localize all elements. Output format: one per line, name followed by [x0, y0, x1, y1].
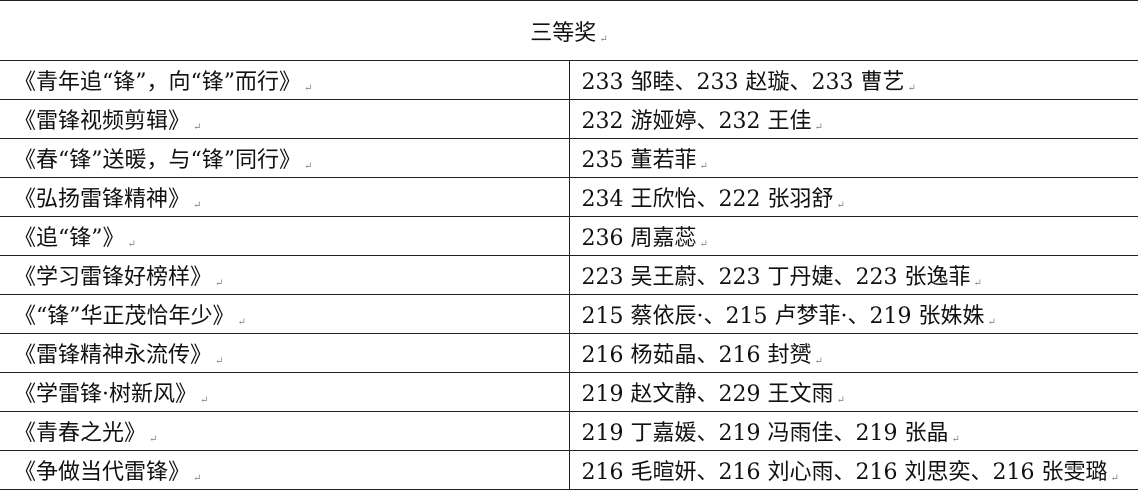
- winners-cell: 219 赵文静、229 王文雨: [568, 372, 1138, 412]
- work-title: 《争做当代雷锋》: [14, 460, 201, 485]
- work-title: 《学雷锋·树新风》: [14, 382, 208, 407]
- work-title-cell: 《争做当代雷锋》: [0, 450, 570, 490]
- winners-cell: 219 丁嘉媛、219 冯雨佳、219 张晶: [568, 411, 1138, 451]
- table-row: 《雷锋视频剪辑》 232 游娅婷、232 王佳: [0, 99, 1138, 139]
- table-row: 《学雷锋·树新风》 219 赵文静、229 王文雨: [0, 372, 1138, 412]
- winners-cell: 233 邹睦、233 赵璇、233 曹艺: [568, 60, 1138, 100]
- winners: 219 赵文静、229 王文雨: [582, 382, 845, 407]
- work-title: 《青年追“锋”，向“锋”而行》: [14, 70, 312, 95]
- winners-cell: 235 董若菲: [568, 138, 1138, 178]
- work-title: 《青春之光》: [14, 421, 157, 446]
- work-title-cell: 《学雷锋·树新风》: [0, 372, 570, 412]
- winners-cell: 215 蔡依辰·、215 卢梦菲·、219 张姝姝: [568, 294, 1138, 334]
- winners: 223 吴王蔚、223 丁丹婕、223 张逸菲: [582, 265, 982, 290]
- work-title-cell: 《雷锋精神永流传》: [0, 333, 570, 373]
- winners: 233 邹睦、233 赵璇、233 曹艺: [582, 70, 916, 95]
- winners: 219 丁嘉媛、219 冯雨佳、219 张晶: [582, 421, 960, 446]
- winners-cell: 236 周嘉蕊: [568, 216, 1138, 256]
- winners-cell: 232 游娅婷、232 王佳: [568, 99, 1138, 139]
- work-title-cell: 《雷锋视频剪辑》: [0, 99, 570, 139]
- work-title-cell: 《“锋”华正茂恰年少》: [0, 294, 570, 334]
- winners-cell: 234 王欣怡、222 张羽舒: [568, 177, 1138, 217]
- table-row: 《青年追“锋”，向“锋”而行》 233 邹睦、233 赵璇、233 曹艺: [0, 60, 1138, 100]
- work-title: 《追“锋”》: [14, 226, 136, 251]
- work-title-cell: 《青年追“锋”，向“锋”而行》: [0, 60, 570, 100]
- table-row: 《争做当代雷锋》 216 毛暄妍、216 刘心雨、216 刘思奕、216 张雯璐: [0, 450, 1138, 490]
- work-title: 《弘扬雷锋精神》: [14, 187, 201, 212]
- work-title-cell: 《学习雷锋好榜样》: [0, 255, 570, 295]
- work-title-cell: 《追“锋”》: [0, 216, 570, 256]
- header-row: 三等奖: [0, 0, 1138, 61]
- work-title: 《雷锋精神永流传》: [14, 343, 223, 368]
- winners-cell: 223 吴王蔚、223 丁丹婕、223 张逸菲: [568, 255, 1138, 295]
- table-row: 《学习雷锋好榜样》 223 吴王蔚、223 丁丹婕、223 张逸菲: [0, 255, 1138, 295]
- winners: 216 杨茹晶、216 封赟: [582, 343, 823, 368]
- work-title: 《雷锋视频剪辑》: [14, 109, 201, 134]
- work-title-cell: 《青春之光》: [0, 411, 570, 451]
- winners: 235 董若菲: [582, 148, 708, 173]
- table-row: 《青春之光》 219 丁嘉媛、219 冯雨佳、219 张晶: [0, 411, 1138, 451]
- work-title: 《春“锋”送暖，与“锋”同行》: [14, 148, 312, 173]
- winners-cell: 216 杨茹晶、216 封赟: [568, 333, 1138, 373]
- table-row: 《雷锋精神永流传》 216 杨茹晶、216 封赟: [0, 333, 1138, 373]
- table-row: 《“锋”华正茂恰年少》 215 蔡依辰·、215 卢梦菲·、219 张姝姝: [0, 294, 1138, 334]
- table-title: 三等奖: [0, 0, 1138, 61]
- winners-cell: 216 毛暄妍、216 刘心雨、216 刘思奕、216 张雯璐: [568, 450, 1138, 490]
- winners: 234 王欣怡、222 张羽舒: [582, 187, 845, 212]
- winners: 236 周嘉蕊: [582, 226, 708, 251]
- table-row: 《弘扬雷锋精神》 234 王欣怡、222 张羽舒: [0, 177, 1138, 217]
- winners: 232 游娅婷、232 王佳: [582, 109, 823, 134]
- winners: 215 蔡依辰·、215 卢梦菲·、219 张姝姝: [582, 304, 996, 329]
- work-title: 《学习雷锋好榜样》: [14, 265, 223, 290]
- work-title-cell: 《弘扬雷锋精神》: [0, 177, 570, 217]
- table-row: 《追“锋”》 236 周嘉蕊: [0, 216, 1138, 256]
- winners: 216 毛暄妍、216 刘心雨、216 刘思奕、216 张雯璐: [582, 460, 1119, 485]
- work-title: 《“锋”华正茂恰年少》: [14, 304, 246, 329]
- table-row: 《春“锋”送暖，与“锋”同行》 235 董若菲: [0, 138, 1138, 178]
- work-title-cell: 《春“锋”送暖，与“锋”同行》: [0, 138, 570, 178]
